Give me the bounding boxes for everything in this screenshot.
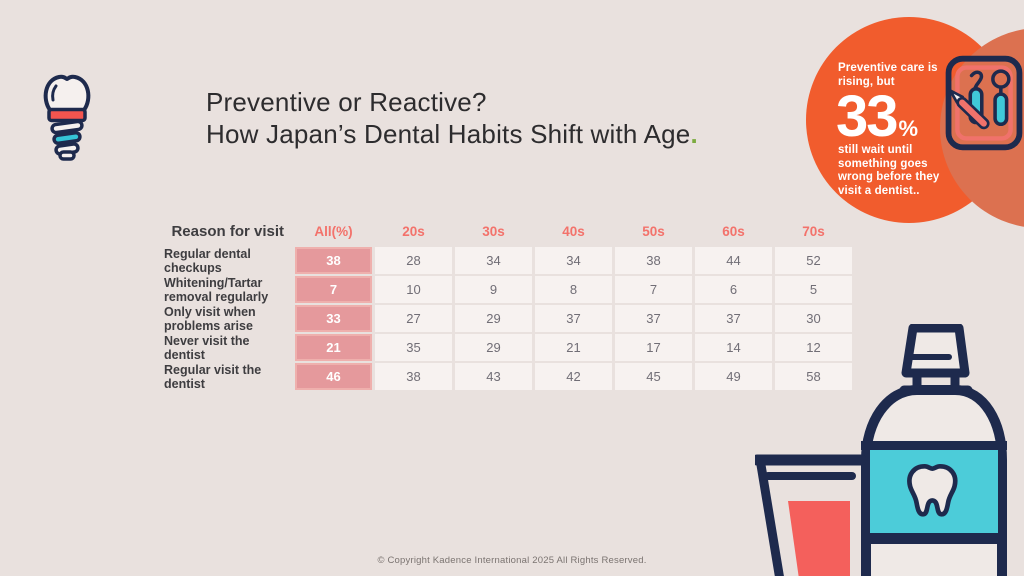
table-cell: 9	[455, 276, 532, 303]
table-cell: 43	[455, 363, 532, 390]
table-cell: 17	[615, 334, 692, 361]
scalpel-icon	[948, 89, 990, 130]
badge-intro-line-1: Preventive care is	[838, 62, 938, 74]
table-header-20s: 20s	[402, 223, 425, 239]
table-cell: 5	[775, 276, 852, 303]
badge-intro-line-2: rising, but	[838, 75, 895, 88]
table-cell-all: 21	[295, 334, 372, 361]
stat-unit: %	[898, 116, 919, 141]
table-cell: 21	[535, 334, 612, 361]
table-cell: 35	[375, 334, 452, 361]
table-header-reason: Reason for visit	[171, 222, 284, 240]
table-cell: 8	[535, 276, 612, 303]
mouthwash-bottle-and-cup-illustration	[755, 324, 1007, 576]
title-accent-period: .	[690, 119, 698, 149]
mouthwash-bottle-illustration	[861, 324, 1007, 576]
row-label: Only visit when problems arise	[164, 304, 256, 333]
table-header-70s: 70s	[802, 223, 825, 239]
table-cell: 6	[695, 276, 772, 303]
title-line-1: Preventive or Reactive?	[206, 87, 487, 117]
table-cell: 49	[695, 363, 772, 390]
tooth-icon	[907, 464, 958, 517]
badge-detail-line-1: still wait until	[838, 144, 913, 156]
table-cell-all: 7	[295, 276, 372, 303]
row-label: Regular dental checkups	[164, 246, 251, 275]
table-cell: 37	[535, 305, 612, 332]
table-cell: 29	[455, 334, 532, 361]
table-header-all: All(%)	[314, 223, 353, 239]
table-header-50s: 50s	[642, 223, 665, 239]
table-cell: 14	[695, 334, 772, 361]
table-cell: 37	[615, 305, 692, 332]
row-label: Regular visit the dentist	[164, 362, 262, 391]
table-header-40s: 40s	[562, 223, 585, 239]
table-header-30s: 30s	[482, 223, 505, 239]
table-cell: 58	[775, 363, 852, 390]
table-cell: 52	[775, 247, 852, 274]
stat-badge-text: Preventive care is rising, but 33% still…	[836, 62, 940, 198]
table-cell: 38	[375, 363, 452, 390]
table-cell: 38	[615, 247, 692, 274]
table-cell: 34	[455, 247, 532, 274]
stat-value: 33%	[836, 84, 919, 149]
table-cell: 44	[695, 247, 772, 274]
table-cell: 10	[375, 276, 452, 303]
row-label: Never visit the dentist	[164, 333, 250, 362]
table-cell-all: 33	[295, 305, 372, 332]
table-cell: 28	[375, 247, 452, 274]
table-cell: 42	[535, 363, 612, 390]
table-cell: 37	[695, 305, 772, 332]
habits-by-age-table: Reason for visit All(%) 20s 30s 40s 50s …	[164, 217, 852, 391]
copyright-text: © Copyright Kadence International 2025 A…	[377, 555, 647, 566]
table-cell: 34	[535, 247, 612, 274]
dental-implant-icon	[43, 74, 91, 161]
dental-tools-tray-icon	[945, 55, 1023, 151]
page-title: Preventive or Reactive? How Japan’s Dent…	[206, 86, 698, 150]
table-cell: 29	[455, 305, 532, 332]
table-cell: 30	[775, 305, 852, 332]
badge-detail-line-2: something goes	[838, 157, 928, 170]
table-cell-all: 38	[295, 247, 372, 274]
table-cell: 27	[375, 305, 452, 332]
title-line-2: How Japan’s Dental Habits Shift with Age…	[206, 119, 698, 149]
table-cell: 45	[615, 363, 692, 390]
table-cell: 7	[615, 276, 692, 303]
table-cell: 12	[775, 334, 852, 361]
table-cell-all: 46	[295, 363, 372, 390]
badge-detail-line-4: visit a dentist..	[838, 184, 920, 197]
cup-illustration	[755, 454, 867, 576]
table-header-60s: 60s	[722, 223, 745, 239]
row-label: Whitening/Tartar removal regularly	[164, 275, 269, 304]
badge-detail-line-3: wrong before they	[838, 171, 940, 183]
